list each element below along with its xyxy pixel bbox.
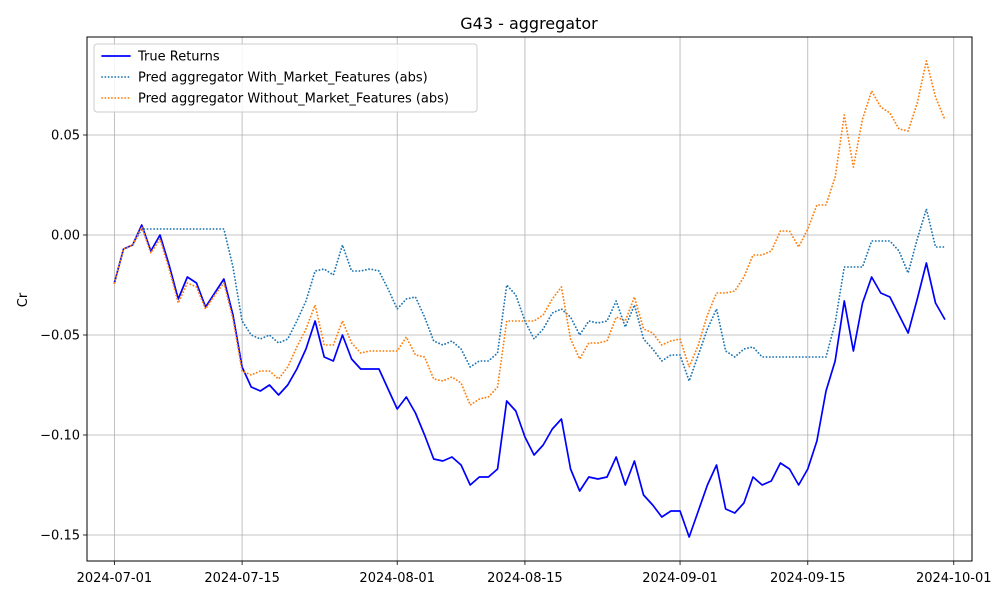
legend: True Returns Pred aggregator With_Market_… xyxy=(93,43,478,113)
series-line-pred-aggregator-with-market-features-abs xyxy=(113,208,946,382)
legend-entry-label: Pred aggregator With_Market_Features (ab… xyxy=(138,71,428,86)
legend-box xyxy=(93,43,478,113)
plot-frame xyxy=(86,36,973,562)
y-tick-label: 0.05 xyxy=(51,129,80,144)
x-tick-label: 2024-10-01 xyxy=(916,571,992,586)
legend-entry-label: True Returns xyxy=(137,50,220,65)
y-tick-label: −0.10 xyxy=(40,429,80,444)
chart-title: G43 - aggregator xyxy=(460,14,598,33)
series-line-pred-aggregator-without-market-features-abs xyxy=(113,60,946,406)
x-tick-label: 2024-08-15 xyxy=(487,571,563,586)
y-axis: −0.15 −0.10 −0.05 0.00 0.05 xyxy=(40,129,87,544)
y-tick-label: 0.00 xyxy=(51,229,80,244)
x-tick-label: 2024-09-15 xyxy=(770,571,846,586)
y-tick-label: −0.05 xyxy=(40,329,80,344)
y-tick-label: −0.15 xyxy=(40,529,80,544)
x-axis: 2024-07-01 2024-07-15 2024-08-01 2024-08-15… xyxy=(77,561,992,586)
grid-layer xyxy=(87,37,972,561)
series-line-true-returns xyxy=(113,224,946,538)
x-tick-label: 2024-07-15 xyxy=(204,571,280,586)
x-tick-label: 2024-09-01 xyxy=(642,571,718,586)
series-layer xyxy=(113,60,946,538)
x-tick-label: 2024-08-01 xyxy=(359,571,435,586)
y-axis-label: Cr xyxy=(16,292,31,307)
x-tick-label: 2024-07-01 xyxy=(77,571,153,586)
legend-entry-label: Pred aggregator Without_Market_Features … xyxy=(138,92,449,107)
